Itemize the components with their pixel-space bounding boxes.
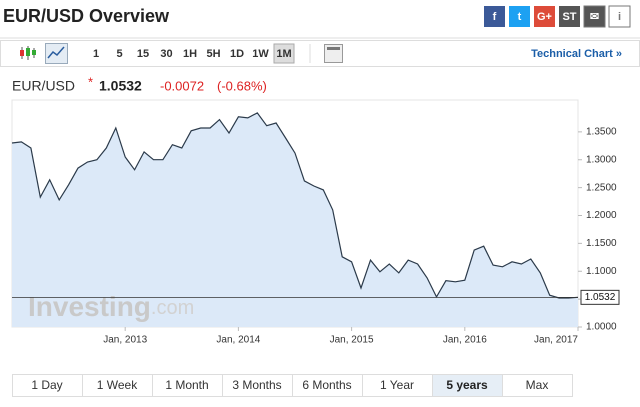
line <box>11 112 579 299</box>
x-tick-label: Jan, 2016 <box>443 335 487 346</box>
range-label[interactable]: 1 Month <box>165 378 208 392</box>
y-tick-label: 1.3500 <box>586 127 617 138</box>
page-title: EUR/USD Overview <box>3 6 170 26</box>
chart-type-icons[interactable] <box>20 43 68 64</box>
quote-change-pct: (-0.68%) <box>217 78 267 93</box>
watermark: Investing.com <box>28 291 194 322</box>
y-tick-label: 1.2000 <box>586 210 617 221</box>
timeframe[interactable]: 30 <box>160 48 172 60</box>
timeframe[interactable]: 1 <box>93 48 99 60</box>
range-label[interactable]: 6 Months <box>302 378 351 392</box>
x-tick-label: Jan, 2013 <box>103 335 147 346</box>
range-label[interactable]: 1 Week <box>97 378 138 392</box>
quote-symbol: EUR/USD <box>12 78 75 94</box>
share-icon-label[interactable]: t <box>518 11 522 23</box>
x-tick-label: Jan, 2017 <box>534 335 578 346</box>
last-value-label: 1.0532 <box>585 292 616 303</box>
technical-chart-link[interactable]: Technical Chart » <box>531 48 622 60</box>
share-icon-label[interactable]: f <box>493 11 497 23</box>
share-icon-label[interactable]: ST <box>562 11 576 23</box>
x-tick-label: Jan, 2015 <box>330 335 374 346</box>
range-label[interactable]: 3 Months <box>232 378 281 392</box>
share-icon[interactable] <box>509 6 530 27</box>
share-icon[interactable] <box>484 6 505 27</box>
quote-change: -0.0072 <box>160 78 204 93</box>
timeframe[interactable]: 15 <box>137 48 149 60</box>
x-tick-label: Jan, 2014 <box>216 335 260 346</box>
timeframe[interactable]: 1W <box>252 48 269 60</box>
timeframe[interactable]: 1M <box>276 48 291 60</box>
share-icon-label[interactable]: G+ <box>537 11 552 23</box>
watermark-suffix: .com <box>151 297 194 319</box>
share-icon-label[interactable]: ✉ <box>590 11 599 23</box>
y-tick-label: 1.1500 <box>586 238 617 249</box>
range-label[interactable]: 1 Day <box>31 378 62 392</box>
range-label[interactable]: 5 years <box>446 378 488 392</box>
timeframe[interactable]: 5H <box>206 48 220 60</box>
range-label[interactable]: 1 Year <box>380 378 414 392</box>
y-tick-label: 1.0000 <box>586 322 617 333</box>
watermark-brand: Investing <box>28 291 151 322</box>
indicator-icon[interactable] <box>324 44 343 63</box>
y-tick-label: 1.3000 <box>586 154 617 165</box>
timeframe[interactable]: 1H <box>183 48 197 60</box>
area <box>12 112 578 328</box>
range-label[interactable]: Max <box>526 378 549 392</box>
last-value-box <box>580 289 620 305</box>
timeframe[interactable]: 1D <box>230 48 244 60</box>
share-icon[interactable] <box>559 6 580 27</box>
quote-marker: * <box>88 74 93 89</box>
share-icon[interactable] <box>583 5 606 28</box>
quote-price: 1.0532 <box>99 78 142 94</box>
y-tick-label: 1.1000 <box>586 266 617 277</box>
share-icon[interactable] <box>534 6 555 27</box>
share-icon[interactable] <box>608 5 631 28</box>
timeframe-active[interactable] <box>273 43 295 64</box>
y-tick-label: 1.2500 <box>586 182 617 193</box>
share-icon-label[interactable]: i <box>618 11 621 23</box>
timeframe[interactable]: 5 <box>116 48 122 60</box>
range-button[interactable] <box>502 374 573 397</box>
